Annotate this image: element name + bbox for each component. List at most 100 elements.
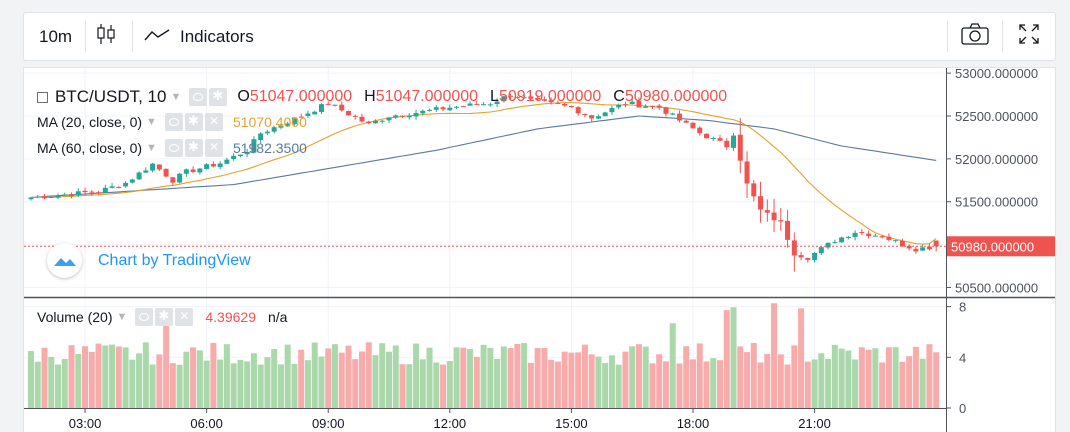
volume-bar bbox=[879, 362, 886, 408]
collapse-icon[interactable] bbox=[37, 91, 48, 103]
ma20-line bbox=[30, 102, 937, 245]
price-tick-label: 53000.000000 bbox=[955, 68, 1038, 81]
gear-icon[interactable] bbox=[184, 139, 203, 157]
eye-icon[interactable] bbox=[135, 308, 154, 326]
volume-bar bbox=[642, 346, 649, 408]
candle-body bbox=[751, 183, 757, 197]
candle-body bbox=[582, 114, 588, 116]
gear-icon[interactable] bbox=[155, 308, 174, 326]
volume-bar bbox=[210, 342, 217, 408]
chevron-down-icon[interactable]: ▼ bbox=[146, 116, 157, 128]
volume-bar bbox=[737, 346, 744, 408]
volume-bar bbox=[662, 361, 669, 408]
candle-body bbox=[359, 116, 365, 122]
volume-bar bbox=[345, 345, 352, 408]
volume-bar bbox=[507, 348, 514, 408]
candle-body bbox=[555, 102, 561, 104]
candle-body bbox=[852, 232, 858, 237]
candle-body bbox=[622, 104, 628, 106]
chart-toolbar: 10m Indicators bbox=[23, 12, 1056, 61]
chart-type-button[interactable] bbox=[95, 13, 117, 60]
price-chart[interactable]: 53000.000000 52500.000000 52000.000000 5150… bbox=[24, 68, 1056, 432]
candle-body bbox=[812, 252, 818, 260]
eye-icon[interactable] bbox=[189, 88, 208, 106]
candle-body bbox=[541, 99, 547, 101]
volume-bar bbox=[480, 344, 487, 408]
price-tick-label: 50500.000000 bbox=[955, 280, 1038, 295]
candle-body bbox=[676, 113, 682, 121]
ma60-line bbox=[30, 115, 937, 198]
ma60-value: 51982.3500 bbox=[232, 140, 307, 156]
chevron-down-icon[interactable]: ▼ bbox=[170, 91, 182, 103]
volume-bar bbox=[514, 343, 521, 408]
eye-icon[interactable] bbox=[164, 139, 183, 157]
screenshot-button[interactable] bbox=[961, 13, 989, 60]
close-icon[interactable] bbox=[175, 308, 194, 326]
candle-body bbox=[325, 103, 331, 105]
candle-body bbox=[535, 97, 541, 100]
volume-bar bbox=[109, 344, 116, 408]
candle-body bbox=[440, 107, 446, 110]
candle-body bbox=[35, 196, 41, 198]
candle-body bbox=[339, 104, 345, 111]
indicators-button[interactable]: Indicators bbox=[144, 13, 254, 60]
candle-body bbox=[859, 232, 865, 234]
volume-bar bbox=[291, 363, 298, 408]
candle-body bbox=[379, 120, 385, 122]
ma20-label: MA (20, close, 0) bbox=[37, 114, 143, 130]
candle-body bbox=[373, 120, 379, 124]
volume-bar bbox=[156, 354, 163, 408]
volume-bar bbox=[48, 356, 55, 408]
open-value: 51047.000000 bbox=[249, 88, 353, 105]
volume-bar bbox=[149, 364, 156, 408]
chevron-down-icon[interactable]: ▼ bbox=[116, 311, 128, 323]
time-tick-label: 15:00 bbox=[555, 416, 588, 431]
symbol-title: BTC/USDT, 10 bbox=[55, 87, 167, 106]
fullscreen-button[interactable] bbox=[1018, 13, 1040, 60]
candle-body bbox=[82, 190, 88, 193]
volume-bar bbox=[595, 356, 602, 408]
candle-body bbox=[649, 105, 655, 107]
toolbar-divider bbox=[132, 21, 133, 52]
tradingview-attribution[interactable]: Chart by TradingView bbox=[47, 243, 251, 278]
candle-body bbox=[183, 169, 189, 174]
volume-bar bbox=[689, 359, 696, 408]
indicators-icon bbox=[144, 27, 170, 47]
volume-bar bbox=[61, 358, 68, 408]
chevron-down-icon[interactable]: ▼ bbox=[146, 142, 157, 154]
candle-body bbox=[785, 220, 791, 240]
volume-bar bbox=[467, 349, 474, 408]
price-tick-label: 52500.000000 bbox=[955, 109, 1038, 124]
candle-body bbox=[487, 104, 493, 106]
candle-body bbox=[55, 195, 61, 198]
volume-bar bbox=[379, 343, 386, 408]
time-tick-label: 18:00 bbox=[677, 416, 710, 431]
gear-icon[interactable] bbox=[209, 88, 228, 106]
volume-bar bbox=[237, 359, 244, 408]
volume-bar bbox=[399, 364, 406, 408]
fullscreen-icon bbox=[1018, 23, 1040, 50]
candle-body bbox=[562, 103, 568, 106]
volume-bar bbox=[771, 303, 778, 408]
candle-body bbox=[595, 116, 601, 119]
volume-bar bbox=[784, 364, 791, 408]
interval-button[interactable]: 10m bbox=[39, 13, 72, 60]
volume-bar bbox=[95, 343, 102, 408]
volume-bar bbox=[656, 354, 663, 408]
open-label: O bbox=[237, 88, 250, 105]
close-icon[interactable] bbox=[204, 139, 223, 157]
close-icon[interactable] bbox=[204, 113, 223, 131]
volume-bar bbox=[325, 348, 332, 408]
candle-body bbox=[467, 103, 473, 106]
volume-bar bbox=[744, 352, 751, 408]
gear-icon[interactable] bbox=[184, 113, 203, 131]
chart-container[interactable]: 53000.000000 52500.000000 52000.000000 5150… bbox=[23, 67, 1056, 432]
candle-body bbox=[697, 127, 703, 134]
price-tick-label: 52000.000000 bbox=[955, 152, 1038, 167]
candle-body bbox=[28, 197, 34, 200]
volume-bar bbox=[176, 364, 183, 408]
indicators-label: Indicators bbox=[180, 26, 254, 46]
volume-bar bbox=[615, 364, 622, 408]
eye-icon[interactable] bbox=[164, 113, 183, 131]
candle-body bbox=[791, 240, 797, 256]
